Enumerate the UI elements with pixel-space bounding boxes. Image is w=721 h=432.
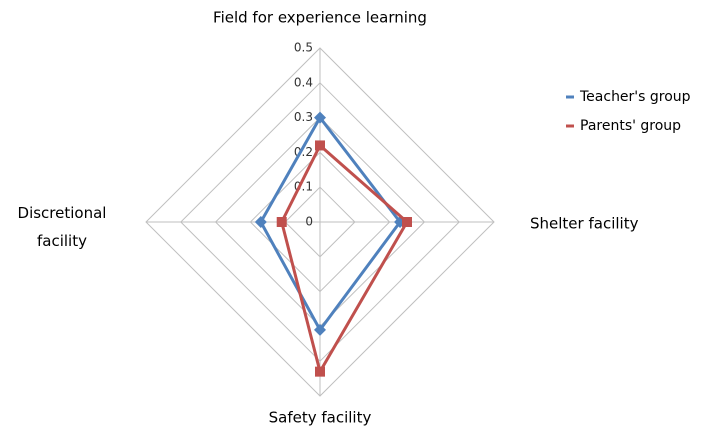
legend-label: Parents' group [580,118,681,134]
marker [315,140,325,151]
r-tick-label: 0.4 [294,75,313,89]
r-tick-label: 0.5 [294,41,313,55]
category-label: Discretional facility [17,204,107,250]
marker [402,217,412,227]
r-tick-label: 0 [305,215,313,229]
r-tick-label: 0.3 [294,110,313,124]
marker [314,323,326,336]
marker [276,217,287,227]
category-label: Safety facility [269,409,372,427]
marker [314,111,326,124]
category-label: Shelter facility [530,215,639,233]
category-label: Field for experience learning [213,9,427,27]
marker [315,366,325,377]
marker [254,216,267,228]
legend-label: Teacher's group [579,89,691,105]
